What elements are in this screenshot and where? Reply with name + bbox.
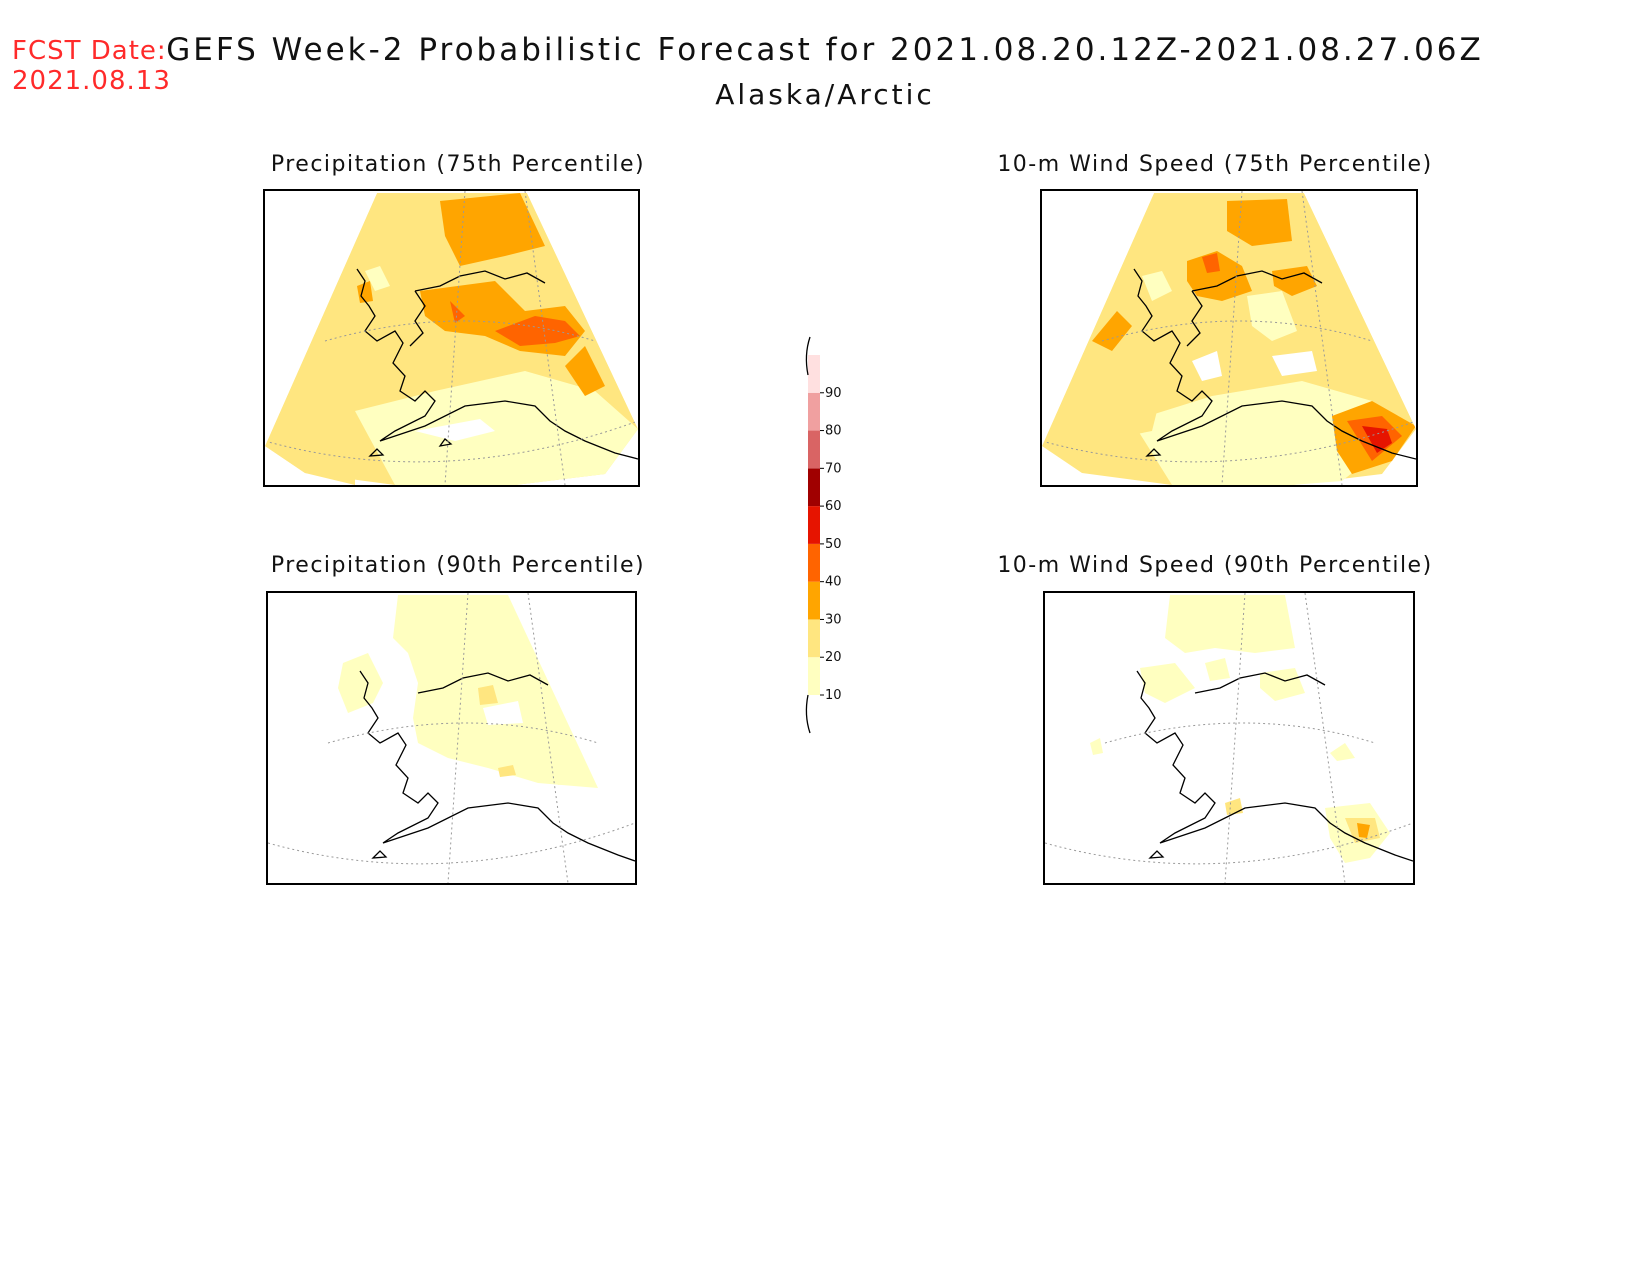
panel-title-precip75: Precipitation (75th Percentile) (270, 152, 646, 177)
colorbar-bottom-arrow (805, 694, 811, 734)
map-panel-precip75 (263, 189, 640, 487)
colorbar-swatch (808, 506, 820, 544)
colorbar-swatch (808, 543, 820, 582)
colorbar: 10 20 30 40 50 60 70 80 90 (805, 336, 842, 734)
colorbar-tick-label: 90 (825, 386, 842, 401)
forecast-date-label: FCST Date: 2021.08.13 (12, 36, 171, 96)
panel-title-wind90: 10-m Wind Speed (90th Percentile) (997, 553, 1433, 578)
main-title: GEFS Week-2 Probabilistic Forecast for 2… (166, 32, 1484, 68)
colorbar-swatch (808, 468, 820, 507)
colorbar-tick-label: 30 (825, 612, 842, 627)
fcst-label: FCST Date: (12, 36, 167, 66)
colorbar-swatch (808, 392, 820, 431)
map-wind75 (1042, 191, 1416, 485)
colorbar-top-arrow (805, 336, 811, 376)
map-panel-precip90 (266, 591, 637, 885)
map-precip90 (268, 593, 635, 883)
colorbar-tick-label: 10 (825, 688, 842, 703)
map-precip75 (265, 191, 638, 485)
colorbar-tick-label: 50 (825, 537, 842, 552)
colorbar-swatch (808, 657, 820, 695)
colorbar-tick-label: 40 (825, 575, 842, 590)
map-panel-wind90 (1043, 591, 1415, 885)
colorbar-swatch (808, 619, 820, 658)
colorbar-tick-label: 60 (825, 499, 842, 514)
colorbar-tick-label: 70 (825, 461, 842, 476)
colorbar-swatch (808, 581, 820, 620)
panel-title-precip90: Precipitation (90th Percentile) (270, 553, 646, 578)
colorbar-swatches (808, 355, 820, 695)
map-panel-wind75 (1040, 189, 1418, 487)
panel-title-wind75: 10-m Wind Speed (75th Percentile) (997, 152, 1433, 177)
fcst-date: 2021.08.13 (12, 66, 171, 96)
map-wind90 (1045, 593, 1413, 883)
region-subtitle: Alaska/Arctic (715, 78, 935, 111)
colorbar-labels: 10 20 30 40 50 60 70 80 90 (820, 386, 842, 703)
colorbar-tick-label: 80 (825, 424, 842, 439)
colorbar-tick-label: 20 (825, 650, 842, 665)
colorbar-swatch (808, 355, 820, 393)
colorbar-swatch (808, 430, 820, 469)
